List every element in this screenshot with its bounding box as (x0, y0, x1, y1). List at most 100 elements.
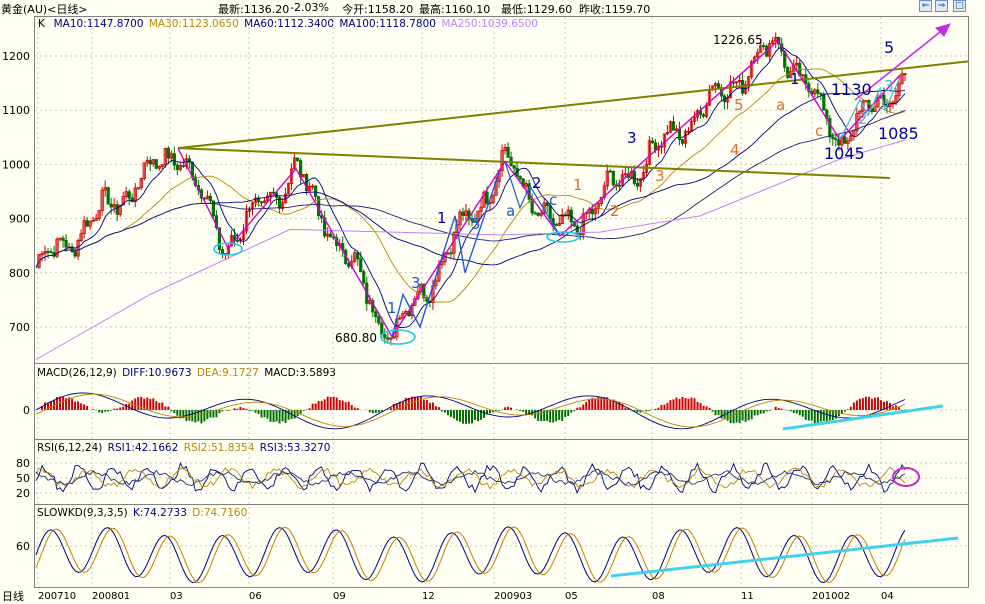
candle-body (121, 196, 125, 206)
candle-body (305, 174, 309, 192)
candle-body (831, 136, 835, 140)
kd-tick-label: 60 (16, 540, 30, 553)
candle-body (602, 185, 606, 198)
candle-body (578, 233, 582, 235)
low-label: 680.80 (335, 331, 377, 345)
candle-body (383, 334, 387, 339)
ma100-label: MA100:1118.7800 (339, 18, 436, 30)
ma250-label: MA250:1039.6500 (441, 18, 538, 30)
rsi2-value: RSI2:51.8354 (183, 442, 255, 454)
candle-body (362, 271, 366, 284)
candle-body (434, 280, 438, 287)
rsi-line (35, 466, 906, 490)
price-tick-label: 1000 (2, 158, 30, 171)
candle-body (716, 83, 721, 89)
macd-legend: MACD(26,12,9) DIFF:10.9673 DEA:9.1727 MA… (37, 367, 338, 379)
rsi-line (35, 461, 906, 495)
ma-line (35, 110, 906, 268)
time-tick-label: 201002 (812, 591, 850, 602)
candle-body (280, 202, 285, 209)
price-tick-label: 800 (9, 267, 30, 280)
candle-body (852, 130, 856, 137)
candle-body (680, 139, 685, 144)
rsi-tick-label: 50 (16, 472, 30, 485)
macd-value: MACD:3.5893 (264, 367, 336, 379)
candle-body (253, 197, 258, 204)
rsi-ellipse (892, 467, 920, 487)
low-ellipse (380, 329, 416, 345)
candle-body (274, 192, 279, 198)
candle-body (638, 178, 642, 187)
candle-body (97, 210, 101, 219)
kd-legend: SLOWKD(9,3,3,5) K:74.2733 D:74.7160 (37, 507, 249, 519)
time-tick-label: 05 (565, 591, 578, 602)
time-tick-label: 03 (170, 591, 183, 602)
candle-body (674, 128, 679, 131)
time-tick-label: 200710 (38, 591, 76, 602)
candle-body (311, 185, 315, 188)
candle-body (503, 146, 507, 151)
candle-body (277, 196, 282, 209)
candle-body (70, 246, 74, 253)
latest-price: 最新:1136.20 (218, 3, 290, 16)
wave-label: 3 (627, 129, 637, 147)
wave-label: c (815, 122, 823, 140)
candle-body (801, 74, 805, 77)
macd-dea: DEA:9.1727 (196, 367, 259, 379)
rsi1-value: RSI1:42.1662 (107, 442, 179, 454)
candle-body (530, 198, 534, 214)
wave-label: 5 (471, 215, 481, 233)
price-tick-label: 700 (9, 321, 30, 334)
candle-body (671, 121, 676, 131)
candle-body (843, 136, 847, 144)
lower-trendline (177, 147, 891, 179)
ma-line (35, 68, 906, 303)
wave-label: 3 (655, 167, 665, 185)
kd-d-value: D:74.7160 (192, 507, 248, 519)
candle-body (858, 110, 862, 114)
macd-diff-line (35, 392, 906, 430)
prev-arrow-icon[interactable]: ⇐ (919, 0, 932, 12)
candle-body (94, 217, 98, 221)
candle-body (446, 252, 450, 255)
candle-body (139, 178, 143, 189)
candle-body (109, 203, 113, 208)
candle-body (265, 195, 270, 202)
candle-body (816, 89, 820, 94)
candle-body (235, 240, 240, 242)
candle-body (296, 157, 300, 162)
candle-body (662, 133, 667, 148)
price-tick-label: 1200 (2, 50, 30, 63)
candle-body (632, 171, 636, 184)
rsi-params: RSI(6,12,24) (37, 442, 103, 454)
upper-trendline (177, 60, 969, 150)
candle-body (482, 191, 486, 208)
kd-params: SLOWKD(9,3,3,5) (37, 507, 128, 519)
candle-body (392, 336, 396, 339)
candle-body (286, 183, 291, 195)
candle-body (103, 187, 107, 191)
candle-body (470, 218, 474, 222)
kd-trendline (610, 536, 959, 578)
sub-wave-cyan (839, 77, 901, 141)
candle-body (326, 233, 330, 237)
label-1085: 1085 (878, 124, 919, 143)
maximize-icon[interactable]: □ (953, 0, 966, 12)
prev-close: 昨收:1159.70 (579, 3, 651, 16)
rsi-line (35, 469, 906, 486)
candle-body (611, 171, 615, 186)
kd-line (35, 526, 906, 584)
candle-body (533, 212, 537, 215)
candle-body (738, 79, 742, 83)
candle-body (617, 185, 621, 187)
candle-body (181, 165, 185, 167)
candle-body (566, 209, 570, 216)
next-arrow-icon[interactable]: ⇒ (935, 0, 948, 12)
candle-body (82, 220, 86, 235)
ma-line (35, 46, 906, 329)
candle-body (822, 93, 826, 111)
candle-body (683, 130, 688, 144)
candle-body (756, 51, 760, 58)
candle-body (217, 227, 222, 250)
